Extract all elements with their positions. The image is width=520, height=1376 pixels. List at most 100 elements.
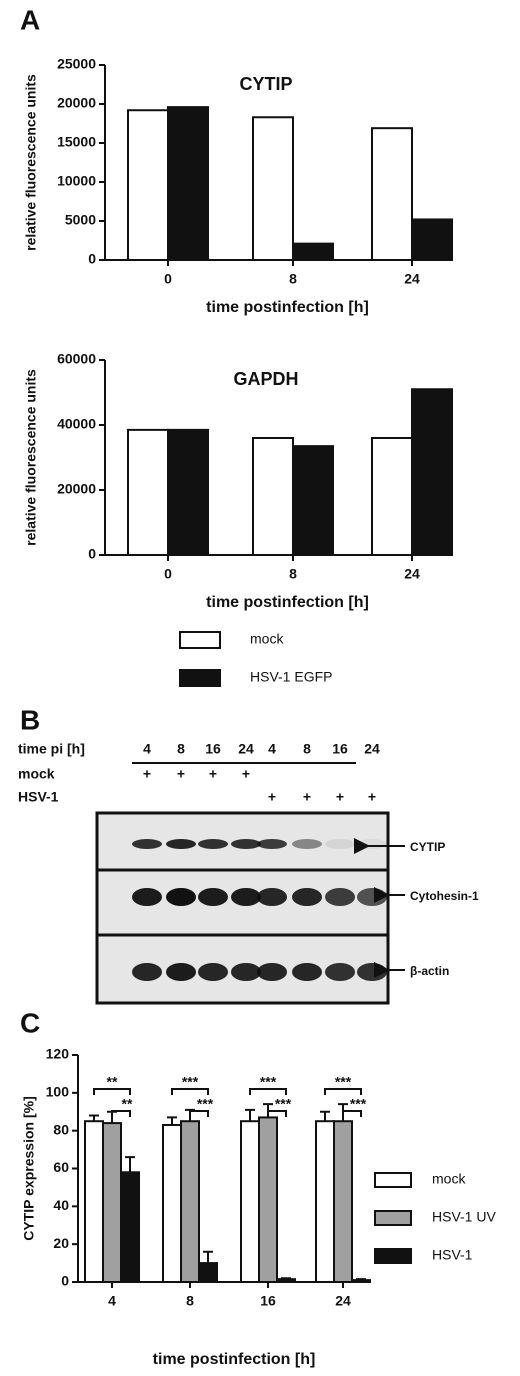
blot-band bbox=[231, 888, 261, 906]
error-bar bbox=[167, 1116, 177, 1125]
bar bbox=[411, 388, 453, 556]
bar bbox=[276, 1278, 296, 1283]
y-axis-label: relative fluorescence units bbox=[23, 369, 39, 546]
treatment-mark: + bbox=[242, 766, 250, 782]
x-axis-label: time postinfection [h] bbox=[153, 1351, 316, 1368]
y-tick-label: 0 bbox=[61, 1273, 69, 1289]
bar bbox=[162, 1123, 182, 1284]
treatment-mark: + bbox=[177, 766, 185, 782]
x-axis-label: time postinfection [h] bbox=[206, 594, 369, 611]
legend-swatch bbox=[374, 1172, 412, 1188]
y-tick-label: 25000 bbox=[57, 56, 96, 72]
band-label: β-actin bbox=[410, 964, 449, 978]
legend-label: mock bbox=[250, 631, 284, 647]
lane-label: 16 bbox=[332, 741, 348, 757]
bar bbox=[333, 1120, 353, 1284]
y-tick-label: 15000 bbox=[57, 134, 96, 150]
blot-band bbox=[292, 839, 322, 849]
lane-label: 4 bbox=[268, 741, 276, 757]
treatment-mark: + bbox=[336, 789, 344, 805]
panel-label: C bbox=[20, 1007, 40, 1038]
bar bbox=[240, 1120, 260, 1284]
legend-swatch bbox=[179, 669, 221, 687]
blot-band bbox=[257, 839, 287, 849]
y-tick-label: 20000 bbox=[57, 481, 96, 497]
x-axis-label: time postinfection [h] bbox=[206, 299, 369, 316]
row-label: mock bbox=[18, 766, 55, 782]
bar bbox=[167, 428, 209, 556]
significance-bracket bbox=[249, 1088, 287, 1095]
blot-band bbox=[325, 963, 355, 981]
y-tick-label: 20000 bbox=[57, 95, 96, 111]
lane-label: 8 bbox=[303, 741, 311, 757]
bar bbox=[292, 445, 334, 556]
significance-bracket bbox=[324, 1088, 362, 1095]
blot-band bbox=[166, 963, 196, 981]
x-tick-label: 0 bbox=[164, 271, 172, 287]
significance-label: *** bbox=[197, 1096, 214, 1112]
bar bbox=[167, 106, 209, 262]
lane-label: 24 bbox=[238, 741, 254, 757]
significance-label: ** bbox=[122, 1096, 133, 1112]
x-tick-label: 8 bbox=[289, 271, 297, 287]
blot-band bbox=[231, 963, 261, 981]
blot-band bbox=[132, 839, 162, 849]
treatment-mark: + bbox=[143, 766, 151, 782]
significance-bracket bbox=[111, 1110, 131, 1117]
y-tick-label: 20 bbox=[53, 1235, 69, 1251]
bar bbox=[252, 116, 294, 262]
chart-title: GAPDH bbox=[233, 369, 298, 389]
lane-label: 8 bbox=[177, 741, 185, 757]
bar bbox=[198, 1262, 218, 1284]
panel-label: A bbox=[20, 4, 40, 35]
significance-bracket bbox=[171, 1088, 209, 1095]
blot-band bbox=[166, 888, 196, 906]
x-tick-label: 4 bbox=[108, 1293, 116, 1309]
blot-band bbox=[132, 963, 162, 981]
y-tick-label: 5000 bbox=[65, 212, 96, 228]
significance-label: *** bbox=[350, 1096, 367, 1112]
blot-band bbox=[132, 888, 162, 906]
significance-bracket bbox=[342, 1110, 362, 1117]
blot-band bbox=[198, 839, 228, 849]
significance-label: *** bbox=[275, 1096, 292, 1112]
legend-swatch bbox=[179, 631, 221, 649]
bar bbox=[127, 109, 169, 261]
treatment-mark: + bbox=[209, 766, 217, 782]
lane-label: 24 bbox=[364, 741, 380, 757]
bar bbox=[252, 437, 294, 556]
x-tick-label: 24 bbox=[335, 1293, 351, 1309]
significance-label: *** bbox=[335, 1074, 352, 1090]
treatment-mark: + bbox=[303, 789, 311, 805]
error-bar bbox=[320, 1110, 330, 1122]
y-tick-label: 40000 bbox=[57, 416, 96, 432]
row-label: time pi [h] bbox=[18, 741, 85, 757]
bar bbox=[315, 1120, 335, 1284]
significance-label: ** bbox=[107, 1074, 118, 1090]
blot-band bbox=[257, 963, 287, 981]
legend-swatch bbox=[374, 1248, 412, 1264]
bar bbox=[371, 127, 413, 261]
x-tick-label: 16 bbox=[260, 1293, 276, 1309]
bar bbox=[258, 1116, 278, 1284]
blot-band bbox=[166, 839, 196, 849]
bar bbox=[120, 1171, 140, 1283]
blot-band bbox=[357, 888, 387, 906]
y-tick-label: 40 bbox=[53, 1197, 69, 1213]
treatment-mark: + bbox=[368, 789, 376, 805]
blot-band bbox=[257, 888, 287, 906]
significance-bracket bbox=[189, 1110, 209, 1117]
error-bar bbox=[245, 1108, 255, 1122]
significance-bracket bbox=[93, 1088, 131, 1095]
band-label: CYTIP bbox=[410, 840, 445, 854]
x-tick-label: 8 bbox=[186, 1293, 194, 1309]
bar bbox=[371, 437, 413, 556]
y-tick-label: 0 bbox=[88, 546, 96, 562]
x-tick-label: 24 bbox=[404, 566, 420, 582]
row-label: HSV-1 bbox=[18, 789, 59, 805]
blot-band bbox=[292, 888, 322, 906]
bar bbox=[127, 428, 169, 556]
y-tick-label: 60000 bbox=[57, 351, 96, 367]
blot-band bbox=[357, 839, 387, 849]
